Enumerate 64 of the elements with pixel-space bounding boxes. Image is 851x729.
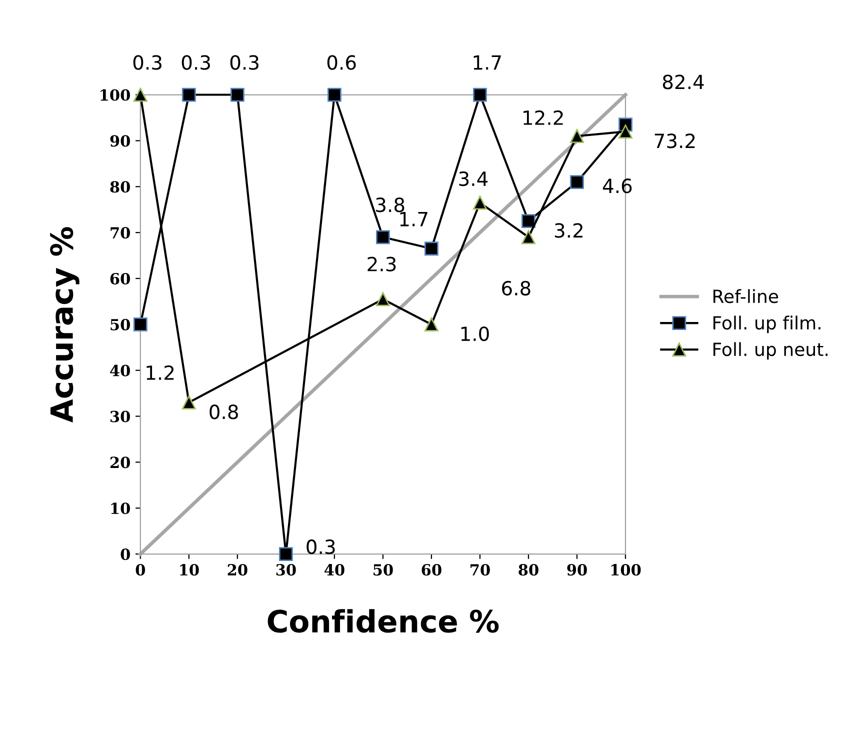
- x-tick-label: 10: [180, 564, 199, 576]
- annotation: 6.8: [502, 280, 530, 296]
- point: [522, 214, 536, 228]
- point: [424, 317, 438, 332]
- x-tick-label: 100: [611, 564, 641, 576]
- y-axis-title: Accuracy %: [50, 227, 80, 423]
- y-tick-label: 40: [110, 364, 130, 376]
- annotation: 0.3: [230, 55, 258, 70]
- annotation: 0.3: [306, 539, 335, 554]
- x-tick-label: 30: [276, 564, 296, 576]
- annotation: 1.0: [461, 326, 489, 342]
- point: [570, 129, 584, 144]
- point: [328, 88, 342, 102]
- annotation: 0.6: [327, 55, 356, 70]
- y-tick-label: 50: [110, 318, 130, 330]
- x-tick-label: 80: [518, 564, 538, 576]
- annotation: 2.3: [368, 256, 396, 272]
- x-tick-label: 70: [470, 564, 490, 576]
- point: [133, 317, 148, 332]
- y-tick-label: 60: [110, 272, 130, 284]
- legend-label: Foll. up neut.: [713, 342, 828, 360]
- point: [570, 175, 584, 189]
- x-tick-label: 40: [324, 564, 344, 576]
- point: [230, 88, 244, 102]
- annotation: 4.6: [602, 178, 632, 194]
- annotation: 3.4: [459, 171, 488, 186]
- annotation: 82.4: [662, 74, 704, 90]
- point: [278, 547, 293, 561]
- y-tick-label: 0: [120, 548, 130, 560]
- point: [182, 396, 196, 410]
- y-tick-label: 90: [110, 135, 130, 147]
- annotation: 3.2: [554, 223, 582, 238]
- y-tick-label: 80: [110, 181, 130, 193]
- annotation: 0.8: [210, 404, 238, 420]
- point: [424, 242, 438, 256]
- point: [133, 88, 148, 102]
- annotation: 1.7: [400, 212, 428, 226]
- x-tick-label: 50: [374, 564, 393, 576]
- x-axis-title: Confidence %: [268, 609, 499, 633]
- annotation: 12.2: [524, 110, 563, 125]
- x-tick-label: 20: [228, 564, 248, 576]
- legend-label: Foll. up film.: [713, 316, 820, 334]
- annotation: 0.3: [133, 55, 162, 70]
- annotation: 1.7: [474, 55, 501, 70]
- legend-label: Ref-line: [713, 289, 778, 304]
- x-tick-label: 90: [567, 564, 587, 576]
- annotation: 73.2: [654, 134, 695, 148]
- annotation: 3.8: [376, 198, 404, 212]
- annotation: 1.2: [146, 365, 174, 380]
- point: [522, 230, 536, 244]
- point: [182, 88, 196, 102]
- y-tick-label: 100: [100, 89, 130, 101]
- point: [473, 88, 487, 102]
- x-tick-label: 60: [422, 564, 442, 576]
- point: [473, 196, 487, 210]
- y-tick-label: 10: [111, 502, 130, 514]
- x-tick-label: 0: [136, 564, 146, 576]
- y-tick-label: 70: [110, 227, 130, 239]
- y-tick-label: 30: [110, 410, 130, 422]
- y-tick-label: 20: [110, 456, 130, 468]
- point: [618, 124, 632, 138]
- annotation: 0.3: [182, 55, 210, 70]
- point: [376, 230, 390, 244]
- point: [376, 292, 390, 306]
